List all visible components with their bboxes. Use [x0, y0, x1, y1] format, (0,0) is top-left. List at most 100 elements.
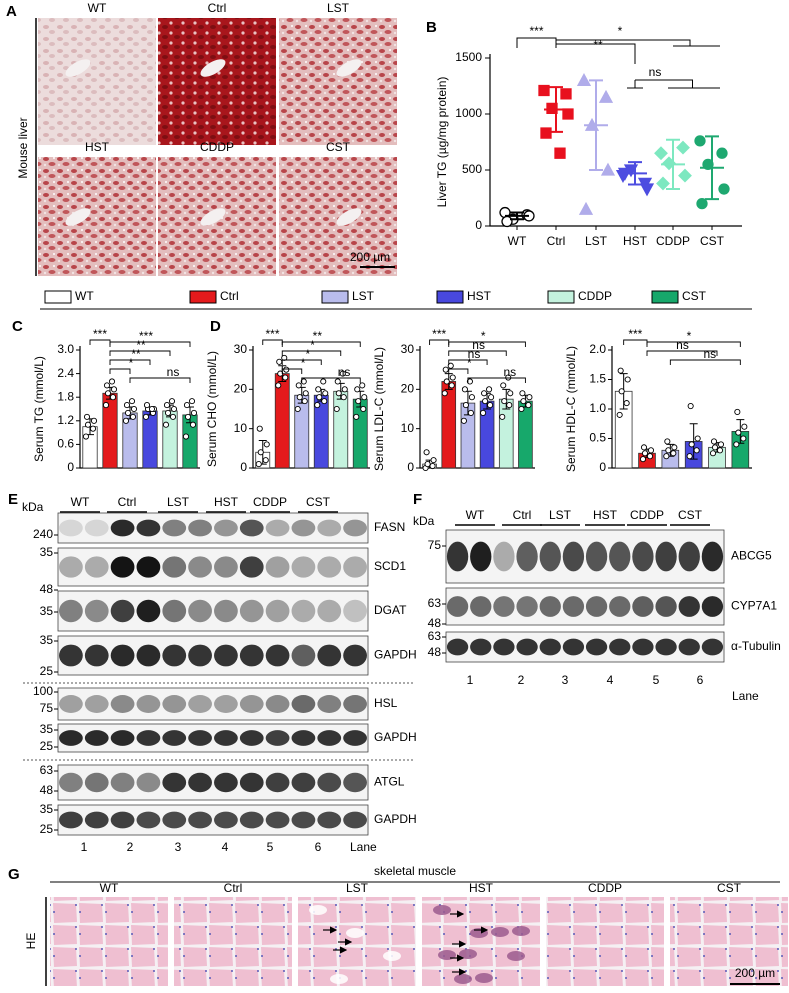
- data-point: [554, 147, 566, 159]
- bracket: [448, 350, 507, 356]
- lane-number: 6: [315, 840, 322, 854]
- band: [59, 556, 83, 578]
- data-point: [359, 382, 366, 389]
- data-point: [315, 386, 322, 393]
- bracket: [129, 377, 191, 383]
- significance: ns: [167, 365, 180, 379]
- band: [59, 772, 83, 793]
- data-point: [481, 390, 488, 397]
- data-point: [468, 394, 475, 401]
- data-point: [488, 394, 495, 401]
- lane-number: 2: [518, 673, 525, 687]
- band: [239, 695, 264, 713]
- data-point: [162, 421, 170, 428]
- data-point: [670, 450, 677, 457]
- bracket: [448, 368, 469, 374]
- panel-letter: F: [413, 491, 422, 508]
- band: [136, 772, 161, 793]
- significance: ns: [676, 338, 689, 352]
- bracket: [109, 341, 191, 347]
- band: [59, 599, 83, 623]
- data-point: [321, 398, 328, 405]
- histology-image: [50, 897, 168, 986]
- data-point: [84, 421, 92, 428]
- y-tick-label: 20: [401, 382, 415, 396]
- y-axis-title: Serum CHO (mmol/L): [205, 351, 219, 467]
- data-point: [182, 433, 190, 440]
- band: [655, 638, 677, 656]
- image-label: Ctrl: [224, 881, 243, 895]
- marker-label: 48: [428, 616, 442, 630]
- band: [516, 638, 538, 656]
- legend-swatch: [547, 290, 575, 304]
- data-point: [693, 447, 700, 454]
- panel-letter: E: [8, 491, 18, 508]
- histology-image: [279, 157, 397, 276]
- vessel: [336, 208, 362, 226]
- bracket: [627, 79, 720, 89]
- bracket: [555, 43, 636, 64]
- marker-label: 75: [428, 538, 442, 552]
- data-point: [733, 441, 740, 448]
- significance: ***: [93, 327, 107, 341]
- band: [291, 772, 316, 793]
- band: [239, 772, 264, 793]
- histology-image: [174, 897, 292, 986]
- image-label: LST: [346, 881, 369, 895]
- lane-number: 2: [127, 840, 134, 854]
- data-point: [600, 162, 616, 176]
- group-label: Ctrl: [513, 508, 532, 522]
- data-point: [519, 390, 526, 397]
- band: [239, 644, 264, 667]
- data-point: [696, 198, 708, 210]
- band: [446, 638, 469, 656]
- band: [214, 599, 238, 623]
- data-point: [482, 398, 489, 405]
- data-point: [129, 413, 137, 420]
- marker-label: 48: [40, 783, 54, 797]
- band: [162, 730, 187, 746]
- band: [317, 599, 342, 623]
- lane-number: 6: [697, 673, 704, 687]
- marker-label: 240: [33, 527, 53, 541]
- band: [317, 730, 342, 746]
- data-point: [148, 405, 156, 413]
- y-tick-label: 1.5: [589, 372, 606, 386]
- band: [655, 596, 677, 617]
- error-bar: [589, 79, 603, 171]
- y-tick-label: 30: [401, 342, 415, 356]
- y-tick-label: 0: [67, 460, 74, 474]
- data-point: [262, 457, 269, 464]
- band: [562, 596, 585, 617]
- data-point: [257, 449, 264, 456]
- y-tick-label: 1.2: [57, 413, 74, 427]
- significance: *: [301, 356, 306, 370]
- data-point: [665, 447, 672, 454]
- data-point: [676, 140, 690, 155]
- lane-number: 3: [175, 840, 182, 854]
- band: [609, 541, 631, 572]
- band: [265, 730, 290, 746]
- data-point: [354, 386, 361, 393]
- y-tick-label: 500: [462, 162, 482, 176]
- image-label: CDDP: [200, 140, 234, 154]
- data-point: [617, 367, 624, 374]
- band: [84, 695, 109, 713]
- band: [239, 811, 264, 829]
- data-point: [164, 409, 172, 416]
- bracket: [467, 377, 526, 383]
- data-point: [694, 135, 706, 147]
- blot-strip: [57, 723, 369, 753]
- band: [59, 519, 83, 537]
- band: [265, 695, 290, 713]
- data-point: [518, 405, 525, 413]
- data-point: [466, 378, 473, 385]
- data-point: [598, 89, 614, 103]
- data-point: [168, 398, 176, 405]
- error-bar: [666, 138, 680, 191]
- data-point: [334, 378, 341, 385]
- band: [446, 596, 469, 617]
- bar: [162, 410, 178, 469]
- marker-label: 25: [40, 739, 54, 753]
- data-point: [263, 441, 270, 448]
